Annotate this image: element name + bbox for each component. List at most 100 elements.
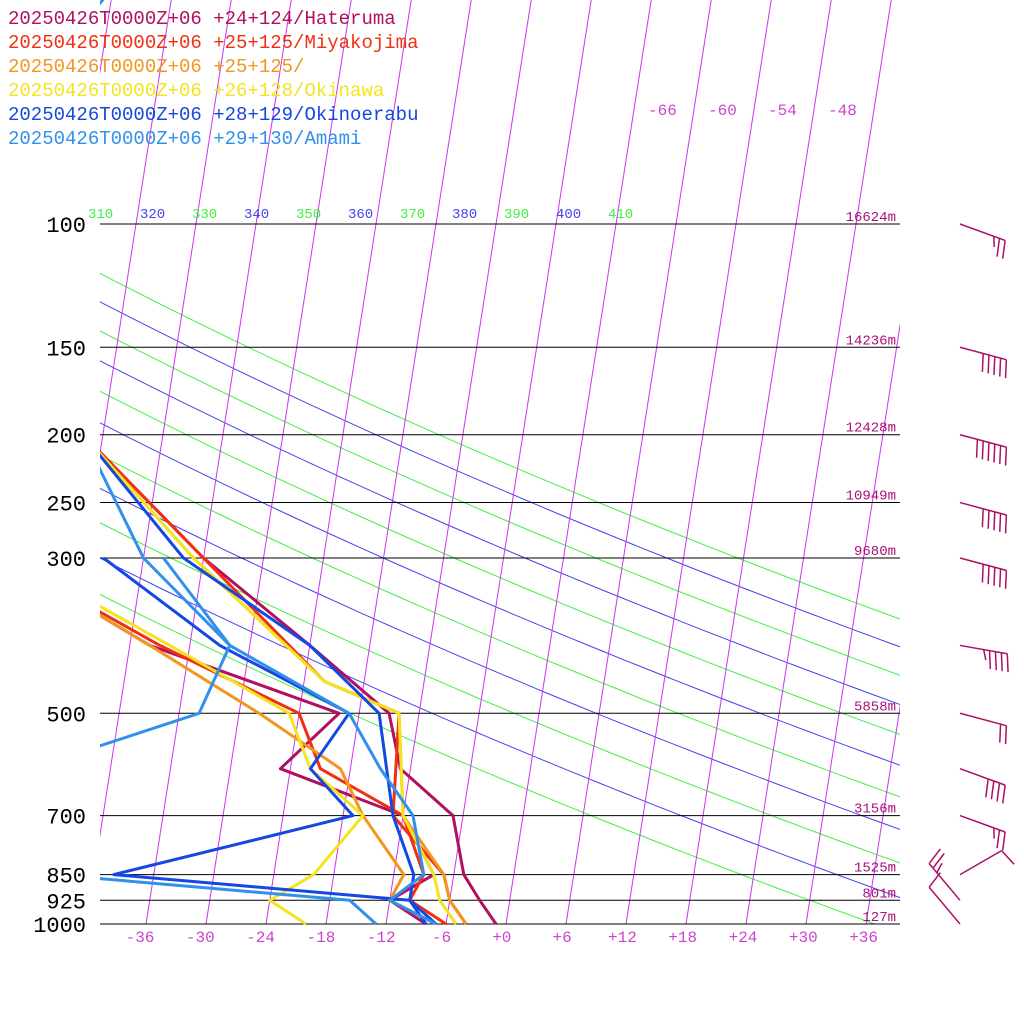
wind-barb xyxy=(928,872,961,925)
upper-temperature-label: -66 xyxy=(648,102,677,120)
wind-barbs xyxy=(928,223,1015,925)
pressure-label: 1000 xyxy=(33,914,86,939)
adiabat-line xyxy=(100,422,900,766)
wind-barb xyxy=(959,644,1009,673)
dewpoint-line xyxy=(100,557,378,925)
isotherm-line xyxy=(100,0,232,839)
dewpoint-line xyxy=(100,604,365,925)
wind-barb xyxy=(959,712,1008,745)
height-label: 127m xyxy=(862,910,896,926)
legend-entry: 20250426T0000Z+06 +29+130/Amami xyxy=(8,128,361,150)
upper-temperature-label: -48 xyxy=(828,102,857,120)
legend-entry: 20250426T0000Z+06 +25+125/Miyakojima xyxy=(8,32,418,54)
wind-barb xyxy=(959,346,1008,379)
height-label: 16624m xyxy=(846,210,896,226)
dewpoint-line xyxy=(100,613,437,925)
height-label: 801m xyxy=(862,886,896,902)
legend-entry: 20250426T0000Z+06 +28+129/Okinoerabu xyxy=(8,104,418,126)
temperature-tick-label: -30 xyxy=(186,929,215,947)
legend-entry: 20250426T0000Z+06 +26+128/Okinawa xyxy=(8,80,384,102)
pressure-label: 100 xyxy=(46,214,86,239)
dewpoint-line xyxy=(100,610,447,925)
temperature-tick-label: -24 xyxy=(246,929,275,947)
theta-label: 330 xyxy=(192,207,217,223)
temperature-line xyxy=(100,450,498,925)
adiabat-line xyxy=(100,301,900,648)
temperature-line xyxy=(100,0,437,925)
height-label: 14236m xyxy=(846,333,896,349)
pressure-label: 300 xyxy=(46,548,86,573)
pressure-label: 500 xyxy=(46,703,86,728)
temperature-tick-label: -6 xyxy=(432,929,451,947)
adiabat-line xyxy=(100,522,900,864)
isotherm-line xyxy=(100,0,172,457)
isotherm-line xyxy=(865,704,900,925)
sounding-series xyxy=(100,0,498,925)
pressure-label: 200 xyxy=(46,425,86,450)
height-label: 10949m xyxy=(846,489,896,505)
adiabat-line xyxy=(100,557,900,899)
height-label: 5858m xyxy=(854,699,896,715)
adiabat-line xyxy=(100,390,900,736)
temperature-tick-label: -18 xyxy=(306,929,335,947)
height-label: 1525m xyxy=(854,861,896,877)
theta-label: 320 xyxy=(140,207,165,223)
adiabat-line xyxy=(100,593,875,925)
legend-entry: 20250426T0000Z+06 +24+124/Hateruma xyxy=(8,8,396,30)
temperature-tick-label: +30 xyxy=(789,929,818,947)
isotherm-line xyxy=(805,322,900,925)
isobars xyxy=(100,223,900,925)
wind-barb xyxy=(959,814,1006,851)
theta-label: 350 xyxy=(296,207,321,223)
dewpoint-line xyxy=(102,556,428,925)
isotherm-line xyxy=(205,0,352,925)
isotherm-line xyxy=(505,0,652,925)
theta-label: 340 xyxy=(244,207,269,223)
isotherm-line xyxy=(325,0,472,925)
isotherm-line xyxy=(565,0,712,925)
theta-label: 390 xyxy=(504,207,529,223)
wind-barb xyxy=(959,557,1008,589)
temperature-tick-label: +6 xyxy=(552,929,571,947)
temperature-line xyxy=(100,451,458,925)
isotherm-line xyxy=(685,0,832,925)
isotherm-line xyxy=(926,0,1024,924)
height-label: 3156m xyxy=(854,802,896,818)
isotherms xyxy=(100,0,1024,925)
wind-barb xyxy=(959,501,1008,534)
theta-label: 380 xyxy=(452,207,477,223)
pressure-label: 150 xyxy=(46,337,86,362)
adiabat-line xyxy=(100,330,900,676)
theta-label: 370 xyxy=(400,207,425,223)
legend-entry: 20250426T0000Z+06 +25+125/ xyxy=(8,56,304,78)
upper-temperature-label: -54 xyxy=(768,102,797,120)
wind-barb xyxy=(959,849,1015,876)
isotherm-line xyxy=(265,0,412,925)
temperature-tick-label: -12 xyxy=(367,929,396,947)
theta-label: 400 xyxy=(556,207,581,223)
theta-label: 360 xyxy=(348,207,373,223)
height-label: 12428m xyxy=(846,421,896,437)
temperature-tick-label: +18 xyxy=(668,929,697,947)
isotherm-line xyxy=(625,0,772,925)
isotherm-line xyxy=(385,0,532,925)
wind-barb xyxy=(959,433,1008,466)
wind-barb xyxy=(959,768,1006,804)
temperature-tick-label: +12 xyxy=(608,929,637,947)
adiabat-line xyxy=(100,272,900,620)
theta-label: 310 xyxy=(88,207,113,223)
temperature-tick-label: +0 xyxy=(492,929,511,947)
isotherm-line xyxy=(745,0,892,925)
wind-barb xyxy=(928,848,961,901)
temperature-tick-label: -36 xyxy=(126,929,155,947)
pressure-label: 850 xyxy=(46,865,86,890)
upper-temperature-label: -60 xyxy=(708,102,737,120)
temperature-tick-label: +24 xyxy=(729,929,758,947)
temperature-tick-label: +36 xyxy=(849,929,878,947)
wind-barb xyxy=(959,223,1006,259)
pressure-label: 250 xyxy=(46,493,86,518)
height-label: 9680m xyxy=(854,544,896,560)
adiabat-line xyxy=(100,360,900,706)
